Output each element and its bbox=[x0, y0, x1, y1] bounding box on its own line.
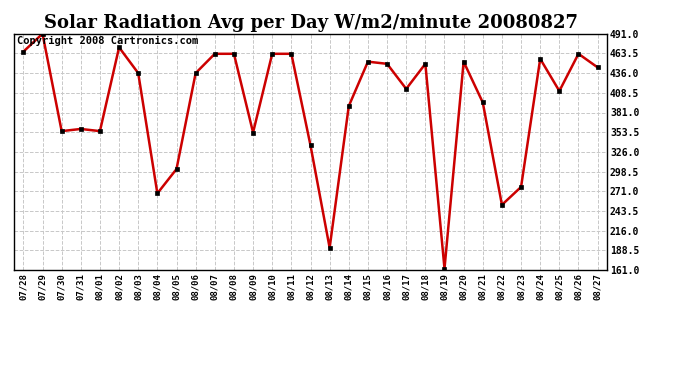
Title: Solar Radiation Avg per Day W/m2/minute 20080827: Solar Radiation Avg per Day W/m2/minute … bbox=[43, 14, 578, 32]
Text: Copyright 2008 Cartronics.com: Copyright 2008 Cartronics.com bbox=[17, 36, 198, 46]
